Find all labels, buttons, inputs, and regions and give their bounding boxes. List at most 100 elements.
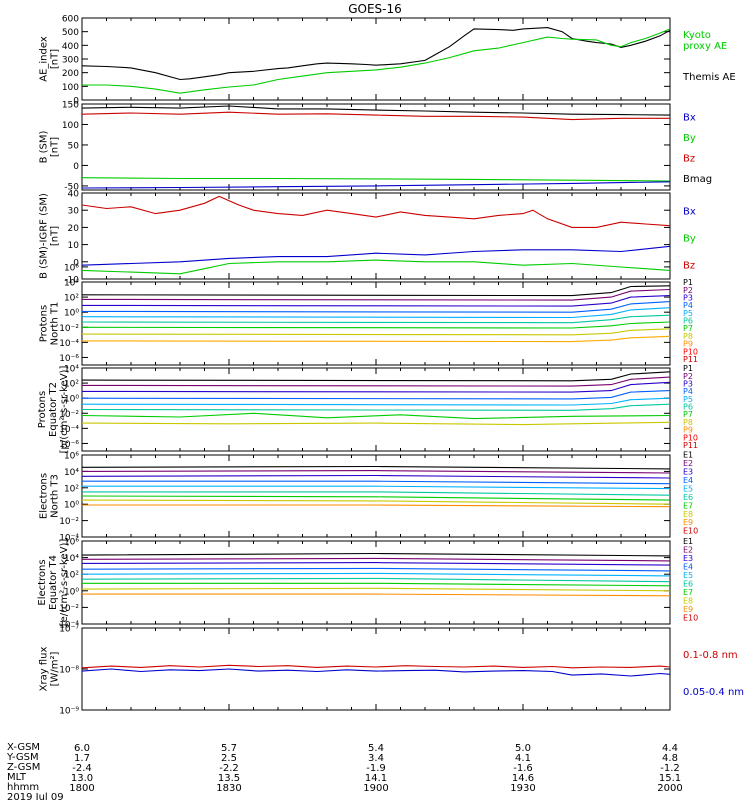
series-p1 <box>82 371 670 382</box>
y-axis-label: Electrons <box>37 559 48 605</box>
legend-entry: P10 <box>683 433 698 442</box>
y-axis-label: [nT] <box>50 137 61 157</box>
panel-frame <box>81 103 671 191</box>
legend-entry: Themis AE <box>682 72 736 83</box>
panel-ae: 0 100 200 300 400 500 600 AE_index [nT] Kyotoprox… <box>39 15 736 107</box>
legend-entry: 0.05-0.4 nm <box>683 687 744 698</box>
series-e9 <box>82 504 670 508</box>
y-axis-label: Equator T2 <box>48 382 59 437</box>
series-bz <box>82 111 670 121</box>
y-tick-label: -10 <box>64 276 79 286</box>
y-tick-label: 10⁻⁴ <box>59 621 79 631</box>
legend-entry: E6 <box>683 579 693 588</box>
panel-protons_t2: 10⁴ 10² 10⁰ 10⁻² 10⁻⁴ 10⁻⁶ Protons Equator T2 [p… <box>37 364 698 453</box>
y-tick-label: 10⁰ <box>64 309 79 319</box>
series-p3 <box>82 381 670 393</box>
legend-entry: P4 <box>683 387 693 396</box>
legend-entry: P8 <box>683 418 693 427</box>
footer-value: 5.7 <box>221 743 237 754</box>
series-bz <box>82 195 670 228</box>
legend-entry: E5 <box>683 484 693 493</box>
y-tick-label: 30 <box>68 207 80 217</box>
y-tick-label: 300 <box>62 56 79 66</box>
y-tick-label: 10⁶ <box>64 263 79 273</box>
footer-value: 4.1 <box>515 753 531 764</box>
y-tick-label: 10⁻² <box>59 604 79 614</box>
legend-entry: P7 <box>683 410 693 419</box>
legend-entry: By <box>683 133 696 144</box>
legend-entry: E2 <box>683 459 693 468</box>
footer-value: -1.6 <box>513 763 533 774</box>
footer-row-label: Y-GSM <box>6 752 39 763</box>
series-p2 <box>82 288 670 301</box>
panel-electrons_t4: 10⁶ 10⁴ 10² 10⁰ 10⁻² 10⁻⁴ Electrons Equator T4[… <box>37 537 698 631</box>
footer-date: 2019 Jul 09 <box>7 792 64 800</box>
y-axis-label: [nT] <box>50 49 61 69</box>
series-p3 <box>82 295 670 307</box>
series-e3 <box>82 562 670 566</box>
footer-value: -1.2 <box>660 763 680 774</box>
footer-value: 5.4 <box>368 743 384 754</box>
y-tick-label: 10⁻⁴ <box>59 534 79 544</box>
legend-entry: P5 <box>683 309 693 318</box>
y-tick-label: 600 <box>62 15 79 25</box>
series-p5 <box>82 397 670 406</box>
series-e6 <box>82 577 670 583</box>
series-e4 <box>82 567 670 572</box>
legend-entry: Bx <box>683 207 696 218</box>
y-axis-label: North T3 <box>50 474 61 518</box>
y-axis-label: AE_index <box>39 36 50 82</box>
series-p4 <box>82 301 670 313</box>
legend-entry: Bz <box>683 260 695 271</box>
legend-entry: E7 <box>683 501 693 510</box>
series-p9 <box>82 335 670 343</box>
footer-value: -1.9 <box>366 763 386 774</box>
y-tick-label: 10⁻⁷ <box>59 625 79 635</box>
y-tick-label: 10⁴ <box>64 554 79 564</box>
y-tick-label: 0 <box>73 97 79 107</box>
series-e3 <box>82 474 670 479</box>
series-e4 <box>82 480 670 485</box>
y-tick-label: 400 <box>62 42 79 52</box>
footer-value: 15.1 <box>659 773 681 784</box>
y-tick-label: 10⁰ <box>64 587 79 597</box>
y-tick-label: 10² <box>64 571 79 581</box>
y-axis-label: Equator T4 <box>48 555 59 610</box>
footer-value: 1900 <box>363 783 388 794</box>
panel-frame <box>81 192 671 280</box>
legend-entry: P6 <box>683 403 693 412</box>
series-p6 <box>82 403 670 411</box>
legend-entry: Bx <box>683 112 696 123</box>
footer-value: 1830 <box>216 783 241 794</box>
legend-entry: E5 <box>683 571 693 580</box>
legend-entry: E4 <box>683 562 693 571</box>
series-p8 <box>82 421 670 426</box>
legend-entry: P11 <box>683 355 698 364</box>
series-0-05-0-4-nm <box>82 668 670 677</box>
legend-entry: E2 <box>683 545 693 554</box>
panel-xray: 10⁻⁷ 10⁻⁸ 10⁻⁹ Xray flux [W/m²] 0.1-0.8 nm 0.0… <box>39 625 745 717</box>
series-e1 <box>82 552 670 557</box>
y-tick-label: 10⁴ <box>64 365 79 375</box>
y-tick-label: 10⁴ <box>64 279 79 289</box>
y-axis-label: [p/(cm²-s-sr-keV)] <box>59 366 70 454</box>
footer-value: 6.0 <box>74 743 90 754</box>
legend-entry: 0.1-0.8 nm <box>683 650 738 661</box>
series-0-1-0-8-nm <box>82 664 670 669</box>
series-bmag <box>82 105 670 116</box>
legend-entry: P3 <box>683 294 693 303</box>
y-tick-label: 10⁻⁹ <box>59 707 79 717</box>
series-p4 <box>82 390 670 400</box>
y-tick-label: 10⁰ <box>64 395 79 405</box>
legend-entry: E9 <box>683 518 693 527</box>
series-bx <box>82 245 670 266</box>
chart-title: GOES-16 <box>348 2 402 16</box>
panel-frame <box>81 627 671 711</box>
legend-entry: P11 <box>683 441 698 450</box>
y-axis-label: Xray flux <box>39 647 50 692</box>
y-tick-label: 10 <box>68 241 80 251</box>
footer-value: 4.4 <box>662 743 678 754</box>
